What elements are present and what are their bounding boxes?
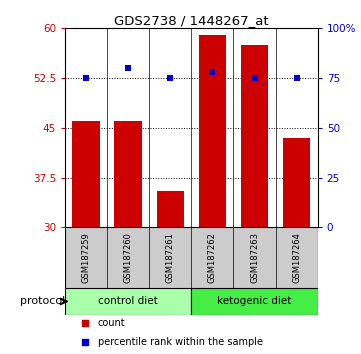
Point	[168, 75, 173, 81]
Text: GSM187262: GSM187262	[208, 232, 217, 283]
Text: protocol: protocol	[20, 296, 65, 307]
Bar	[283, 138, 310, 228]
Text: control diet: control diet	[98, 296, 158, 307]
Point	[294, 75, 300, 81]
Text: GSM187259: GSM187259	[82, 232, 91, 283]
Point	[252, 75, 257, 81]
Text: GSM187263: GSM187263	[250, 232, 259, 283]
Text: percentile rank within the sample: percentile rank within the sample	[98, 337, 263, 347]
Point	[125, 65, 131, 71]
Bar	[241, 45, 268, 228]
Text: GSM187261: GSM187261	[166, 232, 175, 283]
Bar	[191, 288, 318, 315]
Text: ketogenic diet: ketogenic diet	[217, 296, 292, 307]
Text: GSM187260: GSM187260	[124, 232, 132, 283]
Point	[209, 69, 215, 75]
Point	[83, 75, 89, 81]
Title: GDS2738 / 1448267_at: GDS2738 / 1448267_at	[114, 14, 269, 27]
Bar	[72, 121, 100, 228]
Bar	[65, 288, 191, 315]
Text: GSM187264: GSM187264	[292, 232, 301, 283]
Bar	[114, 121, 142, 228]
Bar	[157, 191, 184, 228]
Text: count: count	[98, 318, 126, 328]
Bar	[199, 35, 226, 228]
